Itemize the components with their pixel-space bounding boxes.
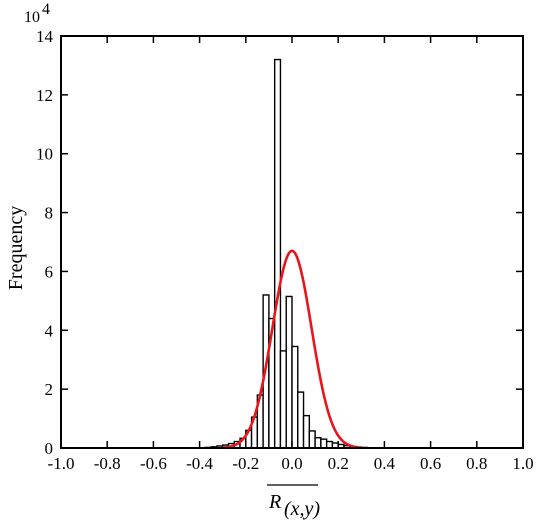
x-axis-label-main: R	[268, 491, 281, 513]
histogram-bar	[308, 430, 316, 449]
y-axis-label: Frequency	[5, 206, 27, 290]
y-axis: 0 2 4 6 8 10 12 14	[36, 27, 523, 458]
x-tick-label: -0.6	[140, 454, 167, 473]
x-axis-label: R (x,y)	[267, 484, 320, 520]
histogram-bar	[285, 295, 293, 449]
x-tick-label: 0.0	[281, 454, 302, 473]
histogram-bar	[314, 437, 322, 449]
histogram-bar	[279, 350, 287, 449]
x-tick-label: 0.6	[420, 454, 441, 473]
histogram-bar	[297, 391, 305, 449]
y-tick-label: 12	[36, 86, 53, 105]
y-tick-label: 4	[45, 321, 54, 340]
fit-curve	[222, 249, 362, 449]
x-tick-label: 0.4	[374, 454, 396, 473]
x-tick-label: -0.4	[186, 454, 213, 473]
y-tick-label: 8	[45, 204, 54, 223]
y-tick-label: 2	[45, 380, 54, 399]
y-tick-label: 10	[36, 145, 53, 164]
y-tick-label: 6	[45, 262, 54, 281]
x-tick-label: -0.2	[232, 454, 259, 473]
y-tick-label: 0	[45, 439, 54, 458]
histogram-bar	[320, 438, 328, 449]
histogram-bars	[204, 58, 391, 449]
y-multiplier-base: 10	[24, 9, 40, 26]
histogram-bar	[291, 345, 299, 449]
histogram-bar	[302, 414, 311, 449]
x-axis: -1.0 -0.8 -0.6 -0.4 -0.2 0.0 0.2 0.4 0.6 0.8 1.0	[48, 36, 534, 473]
y-multiplier-exponent: 4	[42, 1, 50, 18]
x-tick-label: 0.2	[328, 454, 349, 473]
x-tick-label: 0.8	[466, 454, 487, 473]
y-tick-label: 14	[36, 27, 54, 46]
x-axis-label-subscript: (x,y)	[284, 498, 320, 520]
x-tick-label: -0.8	[94, 454, 121, 473]
x-tick-label: 1.0	[512, 454, 533, 473]
x-tick-label: -1.0	[48, 454, 75, 473]
histogram-bar	[273, 58, 282, 449]
